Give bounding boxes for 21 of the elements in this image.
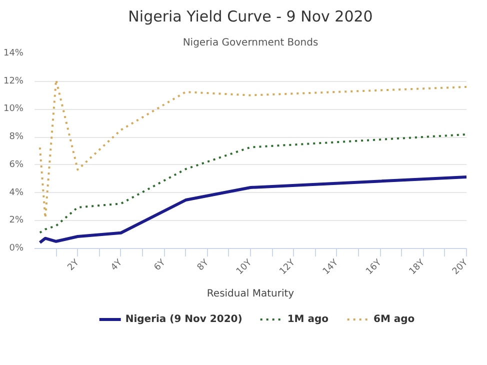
y-tick-label: 0%	[9, 244, 24, 254]
line-series	[38, 176, 466, 244]
y-tick-label: 6%	[9, 160, 24, 170]
legend-label: Nigeria (9 Nov 2020)	[125, 314, 242, 324]
chart-subtitle: Nigeria Government Bonds	[182, 38, 318, 48]
x-tick-label: 4Y	[109, 258, 125, 273]
y-tick-label: 12%	[3, 76, 24, 86]
y-tick-label: 14%	[3, 48, 24, 58]
y-tick-label: 4%	[9, 188, 24, 198]
y-tick-label: 10%	[3, 104, 24, 114]
x-tick-label: 6Y	[152, 258, 168, 273]
chart-title: Nigeria Yield Curve - 9 Nov 2020	[128, 8, 373, 26]
legend-label: 6M ago	[373, 314, 415, 324]
legend-label: 1M ago	[287, 314, 328, 324]
y-tick-label: 2%	[9, 216, 24, 226]
y-tick-label: 8%	[9, 132, 24, 142]
x-tick-label: 2Y	[66, 258, 82, 273]
line-series	[38, 78, 466, 219]
x-tick-label: 8Y	[196, 258, 212, 273]
x-axis-title: Residual Maturity	[206, 288, 294, 300]
line-series	[38, 133, 466, 234]
